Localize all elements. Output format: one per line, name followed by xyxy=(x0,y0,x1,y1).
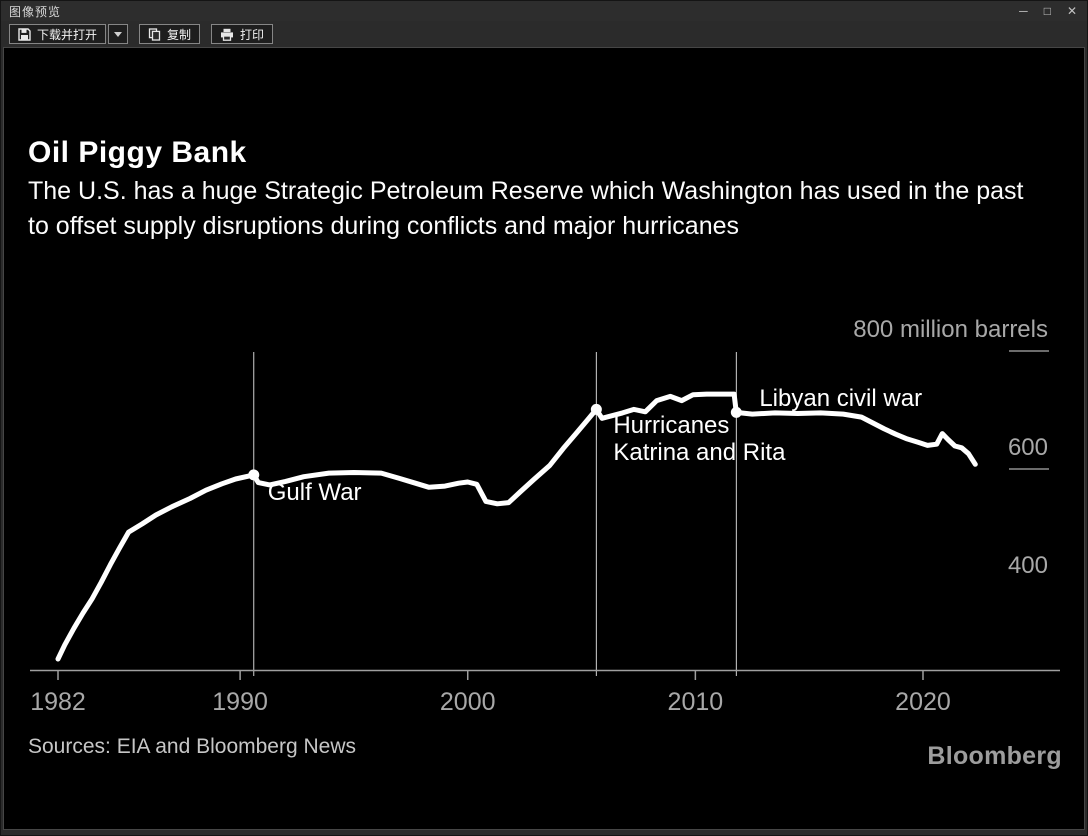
event-annotation-line: Libyan civil war xyxy=(759,385,923,413)
event-annotation: Gulf War xyxy=(268,479,362,506)
download-open-button[interactable]: 下载并打开 xyxy=(9,24,107,44)
spr-series-line xyxy=(55,391,978,662)
y-tick-label: 600 xyxy=(1007,434,1048,461)
maximize-icon[interactable]: □ xyxy=(1043,4,1051,18)
minimize-icon[interactable]: ─ xyxy=(1019,4,1028,18)
x-tick-label: 1982 xyxy=(30,688,86,716)
chart-subtitle: The U.S. has a huge Strategic Petroleum … xyxy=(28,177,1024,240)
toolbar: 下载并打开 复制 打印 xyxy=(1,21,1087,47)
event-marker-dot xyxy=(248,469,260,481)
x-tick-label: 2000 xyxy=(439,688,496,716)
window-title: 图像预览 xyxy=(9,4,62,19)
save-icon xyxy=(18,27,31,41)
y-tick-label: 400 xyxy=(1007,552,1048,579)
x-tick-label: 1990 xyxy=(212,688,268,716)
x-tick-label: 2020 xyxy=(895,688,951,716)
download-dropdown-button[interactable] xyxy=(108,24,129,44)
event-annotation-line: Hurricanes xyxy=(613,412,730,440)
chart-title: Oil Piggy Bank xyxy=(28,136,247,169)
chart-canvas: Oil Piggy Bank The U.S. has a huge Strat… xyxy=(3,47,1085,830)
copy-button[interactable]: 复制 xyxy=(139,24,201,44)
event-marker-dot xyxy=(590,403,602,415)
window-controls: ─ □ ✕ xyxy=(1019,1,1077,21)
chevron-down-icon xyxy=(114,31,123,37)
source-note: Sources: EIA and Bloomberg News xyxy=(28,735,357,758)
event-annotation-line: Katrina and Rita xyxy=(613,439,786,467)
event-annotation: Libyan civil war xyxy=(759,385,922,412)
event-annotation: Hurricanes Katrina and Rita xyxy=(613,412,785,466)
close-icon[interactable]: ✕ xyxy=(1066,4,1077,18)
event-marker-dot xyxy=(730,406,742,418)
printer-icon xyxy=(221,28,234,41)
x-tick-label: 2010 xyxy=(667,688,724,716)
copy-label: 复制 xyxy=(167,27,192,42)
copy-icon xyxy=(148,27,161,41)
bloomberg-logo: Bloomberg xyxy=(927,742,1062,770)
download-open-group: 下载并打开 xyxy=(9,24,129,44)
print-button[interactable]: 打印 xyxy=(211,24,274,44)
print-label: 打印 xyxy=(240,27,265,42)
titlebar[interactable]: 图像预览 ─ □ ✕ xyxy=(1,1,1087,21)
download-open-label: 下载并打开 xyxy=(37,27,98,42)
event-annotation-line: Gulf War xyxy=(267,478,362,506)
spr-line-chart xyxy=(30,350,1060,680)
y-tick-label: 800 million barrels xyxy=(853,316,1048,343)
